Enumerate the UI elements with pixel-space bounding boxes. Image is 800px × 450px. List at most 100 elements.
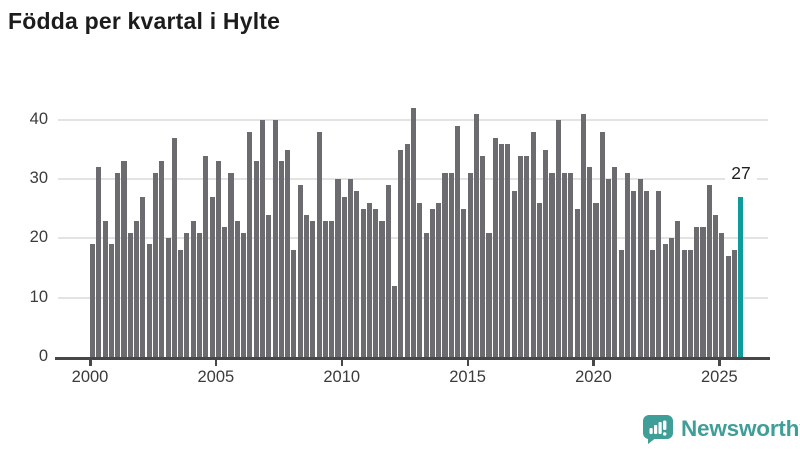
x-axis-tick-2015: [466, 359, 470, 366]
bar: [467, 173, 473, 357]
bar: [593, 202, 599, 357]
x-axis-label-2020: 2020: [575, 368, 612, 386]
bar: [165, 238, 171, 357]
bar: [140, 197, 146, 357]
x-axis-tick-2025: [718, 359, 721, 366]
x-axis-label-2005: 2005: [197, 368, 235, 386]
bar: [555, 119, 561, 357]
bar: [637, 179, 643, 357]
bar: [700, 226, 706, 357]
x-axis-tick-2010: [340, 359, 344, 366]
bar: [404, 143, 410, 357]
bar: [713, 214, 719, 357]
bar: [278, 161, 284, 357]
bar: [285, 149, 291, 357]
bar: [643, 191, 649, 357]
y-axis-label-40: 40: [29, 109, 48, 128]
bar: [719, 232, 725, 357]
bar: [90, 244, 96, 357]
bar: [530, 131, 536, 357]
bar: [272, 119, 278, 357]
bar: [618, 250, 624, 357]
bar: [222, 226, 228, 357]
latest-value-label: 27: [725, 163, 757, 184]
bar: [102, 220, 108, 357]
bar: [662, 244, 668, 357]
bar: [259, 119, 265, 357]
bar: [329, 220, 335, 357]
bar: [668, 238, 675, 357]
x-axis-tick-2005: [214, 359, 218, 366]
bar: [266, 214, 272, 357]
bar: [152, 173, 159, 357]
bar: [731, 250, 737, 357]
bar: [385, 185, 391, 357]
bar: [473, 114, 479, 357]
bar: [127, 232, 133, 357]
bar: [436, 202, 442, 357]
x-axis-label-2015: 2015: [449, 368, 486, 386]
bar: [184, 232, 190, 357]
bar: [241, 232, 247, 357]
bar: [322, 220, 328, 357]
newsworthy-logo-icon: [642, 414, 674, 444]
bar: [568, 173, 574, 357]
bar: [505, 143, 511, 357]
bar: [694, 226, 700, 357]
y-axis-label-20: 20: [29, 228, 48, 247]
bar: [108, 244, 114, 357]
bar: [725, 256, 731, 357]
bar: [423, 232, 429, 357]
bar: [398, 149, 404, 357]
x-axis-tick-2000: [89, 359, 92, 366]
x-axis-line: [55, 357, 770, 360]
bar: [492, 137, 498, 357]
bar: [543, 149, 549, 357]
bar: [574, 208, 580, 357]
bar: [687, 250, 693, 357]
bar: [366, 202, 372, 357]
bar: [96, 167, 102, 357]
newsworthy-logo: Newsworthy: [642, 414, 800, 444]
bar: [706, 185, 712, 357]
bar: [517, 155, 524, 357]
bar: [196, 232, 203, 357]
bar: [606, 179, 612, 357]
bar: [335, 179, 341, 357]
newsworthy-logo-text: Newsworthy: [681, 416, 800, 441]
bar: [373, 208, 379, 357]
bar: [190, 220, 196, 357]
bar: [429, 208, 435, 357]
bar: [115, 173, 121, 357]
bar: [146, 244, 152, 357]
bar: [291, 250, 297, 357]
x-axis-label-2000: 2000: [71, 368, 109, 386]
bar: [681, 250, 687, 357]
bar: [599, 131, 605, 357]
bar: [461, 208, 467, 357]
bar: [348, 179, 354, 357]
bar: [480, 155, 486, 357]
bar: [134, 220, 140, 357]
x-axis-tick-2020: [592, 359, 595, 366]
bar: [448, 173, 454, 357]
bar: [392, 285, 398, 357]
bar: [650, 250, 656, 357]
bar: [310, 220, 316, 357]
bar: [486, 232, 492, 357]
bar: [536, 202, 542, 357]
bar: [675, 220, 681, 357]
bar: [203, 155, 209, 357]
bar: [159, 161, 165, 357]
bar: [360, 208, 366, 357]
bar: [580, 114, 586, 357]
bar: [499, 143, 505, 357]
bar: [303, 214, 310, 357]
bar: [354, 191, 360, 357]
bar: [631, 191, 637, 357]
bar: [178, 250, 184, 357]
bar: [561, 173, 568, 357]
bar: [524, 155, 530, 357]
bar: [549, 173, 555, 357]
